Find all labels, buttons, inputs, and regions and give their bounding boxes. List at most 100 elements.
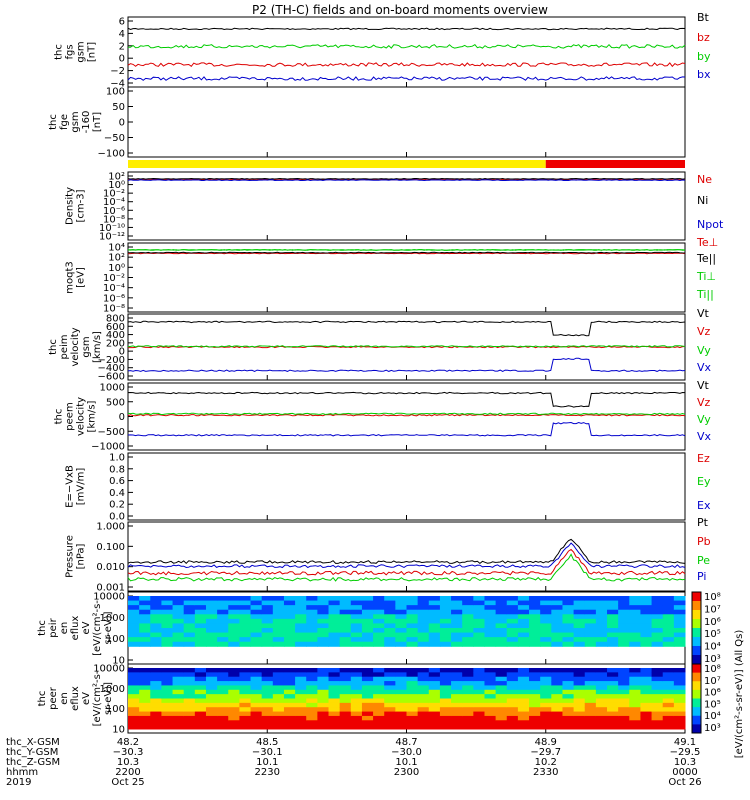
x-axis-row-label: thc_X-GSM bbox=[6, 737, 60, 748]
heatmap-cell bbox=[361, 720, 374, 726]
heatmap-cell bbox=[217, 609, 229, 615]
heatmap-cell bbox=[239, 632, 252, 638]
heatmap-cell bbox=[573, 600, 586, 606]
heatmap-cell bbox=[540, 618, 552, 624]
series-Bt-line bbox=[127, 27, 686, 31]
heatmap-cell bbox=[406, 605, 419, 611]
heatmap-cell bbox=[406, 614, 419, 620]
heatmap-cell bbox=[595, 668, 608, 673]
heatmap-cell bbox=[451, 618, 463, 624]
heatmap-cell bbox=[607, 694, 619, 699]
heatmap-cell bbox=[428, 632, 441, 638]
heatmap-cell bbox=[350, 694, 363, 699]
heatmap-cell bbox=[217, 689, 229, 695]
heatmap-cell bbox=[328, 596, 341, 602]
panel-1: 100 50 0 −50 −100 thcfgegsm-160[nT] bbox=[48, 86, 686, 160]
heatmap-cell bbox=[551, 681, 563, 686]
heatmap-cell bbox=[473, 628, 485, 634]
heatmap-cell bbox=[217, 641, 229, 647]
heatmap-cell bbox=[651, 628, 664, 634]
heatmap-cell bbox=[495, 694, 508, 699]
heatmap-cell bbox=[573, 694, 586, 699]
heatmap-cell bbox=[607, 614, 619, 620]
heatmap-cell bbox=[261, 702, 274, 708]
heatmap-cell bbox=[139, 724, 151, 730]
heatmap-cell bbox=[172, 715, 185, 721]
heatmap-cell bbox=[406, 715, 419, 721]
heatmap-cell bbox=[673, 609, 686, 615]
heatmap-cell bbox=[662, 623, 675, 629]
x-axis-row-label: thc_Z-GSM bbox=[6, 757, 60, 768]
heatmap-cell bbox=[395, 632, 407, 638]
heatmap-cell bbox=[150, 715, 162, 721]
heatmap-cell bbox=[250, 600, 263, 606]
heatmap-cell bbox=[373, 672, 385, 678]
heatmap-cell bbox=[495, 618, 508, 624]
heatmap-cell bbox=[261, 618, 274, 624]
y-tick-label: 10⁰ bbox=[108, 180, 125, 191]
heatmap-cell bbox=[228, 689, 240, 695]
heatmap-cell bbox=[194, 698, 207, 704]
heatmap-cell bbox=[673, 694, 686, 699]
heatmap-cell bbox=[317, 711, 330, 717]
heatmap-cell bbox=[350, 614, 363, 620]
heatmap-cell bbox=[139, 632, 151, 638]
heatmap-cell bbox=[261, 720, 274, 726]
legend-by: by bbox=[697, 50, 711, 63]
heatmap-cell bbox=[161, 618, 174, 624]
heatmap-cell bbox=[139, 623, 151, 629]
heatmap-cell bbox=[495, 623, 508, 629]
heatmap-cell bbox=[629, 628, 641, 634]
heatmap-cell bbox=[551, 668, 563, 673]
heatmap-cell bbox=[150, 596, 162, 602]
heatmap-cell bbox=[607, 685, 619, 691]
heatmap-cell bbox=[618, 681, 630, 686]
heatmap-cell bbox=[462, 618, 474, 624]
heatmap-cell bbox=[584, 600, 597, 606]
heatmap-cell bbox=[484, 720, 497, 726]
heatmap-cell bbox=[495, 641, 508, 647]
heatmap-cell bbox=[506, 720, 519, 726]
heatmap-cell bbox=[339, 724, 352, 730]
heatmap-cell bbox=[339, 618, 352, 624]
heatmap-cell bbox=[529, 614, 541, 620]
heatmap-cell bbox=[373, 694, 385, 699]
heatmap-cell bbox=[562, 605, 575, 611]
heatmap-cell bbox=[205, 641, 218, 647]
heatmap-cell bbox=[317, 672, 330, 678]
heatmap-cell bbox=[183, 605, 196, 611]
heatmap-cell bbox=[172, 628, 185, 634]
heatmap-cell bbox=[194, 605, 207, 611]
heatmap-cell bbox=[618, 618, 630, 624]
heatmap-cell bbox=[451, 681, 463, 686]
heatmap-cell bbox=[551, 623, 563, 629]
heatmap-cell bbox=[361, 623, 374, 629]
heatmap-cell bbox=[540, 609, 552, 615]
heatmap-cell bbox=[495, 676, 508, 682]
heatmap-cell bbox=[417, 676, 430, 682]
heatmap-cell bbox=[629, 641, 641, 647]
colorbar-label: [eV/(cm²-s-sr-eV)] (All Qs) bbox=[734, 630, 745, 759]
heatmap-cell bbox=[651, 698, 664, 704]
heatmap-cell bbox=[451, 605, 463, 611]
heatmap-cell bbox=[451, 689, 463, 695]
heatmap-cell bbox=[272, 724, 285, 730]
heatmap-cell bbox=[283, 641, 296, 647]
heatmap-cell bbox=[651, 681, 664, 686]
heatmap-cell bbox=[495, 672, 508, 678]
heatmap-cell bbox=[506, 609, 519, 615]
heatmap-cell bbox=[306, 596, 318, 602]
heatmap-cell bbox=[495, 600, 508, 606]
heatmap-cell bbox=[451, 632, 463, 638]
heatmap-cell bbox=[228, 720, 240, 726]
y-tick-label: 0.4 bbox=[109, 488, 125, 499]
heatmap-cell bbox=[339, 632, 352, 638]
heatmap-cell bbox=[662, 694, 675, 699]
heatmap-cell bbox=[484, 694, 497, 699]
heatmap-cell bbox=[128, 668, 140, 673]
heatmap-cell bbox=[506, 672, 519, 678]
heatmap-cell bbox=[261, 689, 274, 695]
heatmap-cell bbox=[607, 707, 619, 713]
heatmap-cell bbox=[584, 689, 597, 695]
heatmap-cell bbox=[406, 637, 419, 643]
